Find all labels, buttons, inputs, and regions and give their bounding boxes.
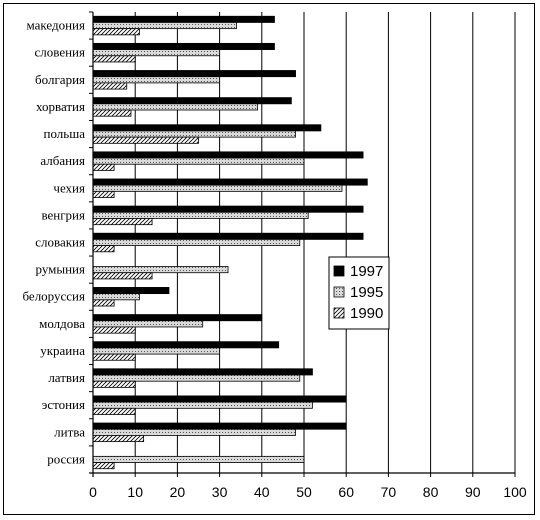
bar-1997-7 [92, 205, 364, 213]
category-label: македония [26, 18, 85, 33]
bars [92, 15, 368, 470]
category-label: литва [54, 424, 85, 439]
x-tick-label: 30 [212, 484, 228, 500]
bar-1990-2 [92, 82, 128, 90]
bar-1995-16 [92, 455, 305, 463]
bar-1990-1 [92, 55, 136, 63]
bar-1990-15 [92, 435, 145, 443]
bar-1997-5 [92, 151, 364, 159]
category-label: хорватия [36, 99, 85, 114]
bar-1990-16 [92, 462, 115, 470]
bar-1997-11 [92, 314, 263, 322]
category-label: польша [44, 126, 86, 141]
legend-swatch-1997 [333, 265, 345, 277]
bar-1990-4 [92, 136, 199, 144]
bar-1995-15 [92, 428, 296, 436]
bar-1990-9 [92, 272, 153, 280]
bar-1997-13 [92, 368, 313, 376]
bar-1995-3 [92, 103, 258, 111]
legend: 1997 1995 1990 [328, 256, 390, 330]
x-tick-label: 10 [127, 484, 143, 500]
bar-1997-15 [92, 422, 347, 430]
legend-label: 1990 [350, 305, 383, 322]
bar-1997-3 [92, 97, 292, 105]
x-tick-label: 40 [254, 484, 270, 500]
category-label: молдова [39, 316, 85, 331]
bar-1995-2 [92, 76, 220, 84]
bar-1990-12 [92, 353, 136, 361]
legend-label: 1997 [350, 263, 383, 280]
bar-1997-1 [92, 42, 275, 50]
bar-1990-13 [92, 380, 136, 388]
category-label: эстония [42, 397, 85, 412]
bar-1997-8 [92, 232, 364, 240]
bar-1990-3 [92, 109, 132, 117]
bar-1995-5 [92, 157, 305, 165]
bar-1995-6 [92, 184, 343, 192]
x-tick-label: 0 [89, 484, 97, 500]
category-label: чехия [53, 180, 85, 195]
bar-1997-2 [92, 70, 296, 78]
x-tick-label: 80 [423, 484, 439, 500]
legend-swatch-1990 [333, 307, 345, 319]
bar-1990-10 [92, 299, 115, 307]
x-tick-labels: 0 10 20 30 40 50 60 70 80 90 100 [89, 484, 527, 500]
bar-1995-7 [92, 211, 309, 219]
category-label: албания [40, 153, 85, 168]
bar-1995-13 [92, 374, 301, 382]
category-label: латвия [48, 370, 85, 385]
x-tick-label: 20 [170, 484, 186, 500]
bar-1997-10 [92, 287, 170, 295]
bar-1995-10 [92, 293, 140, 301]
category-label: россия [47, 451, 85, 466]
category-label: украина [40, 343, 85, 358]
x-tick-label: 70 [381, 484, 397, 500]
bar-1995-9 [92, 266, 229, 274]
bar-1995-4 [92, 130, 296, 138]
bar-1990-8 [92, 245, 115, 253]
bar-1995-0 [92, 22, 237, 30]
category-label: словакия [35, 235, 85, 250]
bar-1990-14 [92, 407, 136, 415]
bar-1997-6 [92, 178, 368, 186]
bar-1997-12 [92, 341, 280, 349]
bar-1995-11 [92, 320, 204, 328]
x-tick-label: 90 [465, 484, 481, 500]
category-label: белоруссия [22, 289, 85, 304]
bar-1997-0 [92, 15, 275, 23]
category-labels: македония словения болгария хорватия польша а… [22, 18, 85, 467]
bar-1990-5 [92, 163, 115, 171]
category-label: венгрия [41, 207, 85, 222]
x-tick-label: 60 [338, 484, 354, 500]
x-tick-label: 50 [296, 484, 312, 500]
bar-1995-12 [92, 347, 220, 355]
x-tick-label: 100 [503, 484, 527, 500]
category-label: словения [35, 45, 86, 60]
legend-label: 1995 [350, 284, 383, 301]
axes [89, 11, 516, 477]
bar-1995-8 [92, 238, 301, 246]
bar-1990-7 [92, 218, 153, 226]
legend-swatch-1995 [333, 286, 345, 298]
bar-1995-1 [92, 49, 220, 57]
bar-1995-14 [92, 401, 313, 409]
bar-1990-11 [92, 326, 136, 334]
bar-1990-0 [92, 28, 140, 36]
category-label: болгария [35, 72, 85, 87]
bar-1997-14 [92, 395, 347, 403]
bar-1990-6 [92, 190, 115, 198]
bar-1997-4 [92, 124, 322, 132]
category-label: румыния [35, 262, 85, 277]
